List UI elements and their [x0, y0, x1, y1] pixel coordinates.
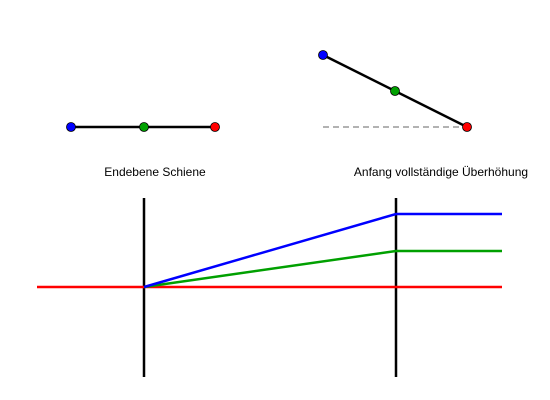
point-green: [390, 86, 400, 96]
point-blue: [66, 122, 76, 132]
profile-blue: [143, 212, 502, 289]
caption-left: Endebene Schiene: [104, 165, 206, 179]
caption-right: Anfang vollständige Überhöhung: [354, 165, 528, 179]
profile-green: [143, 249, 502, 289]
point-blue: [318, 50, 328, 60]
point-red: [210, 122, 220, 132]
point-green: [139, 122, 149, 132]
point-red: [462, 122, 472, 132]
